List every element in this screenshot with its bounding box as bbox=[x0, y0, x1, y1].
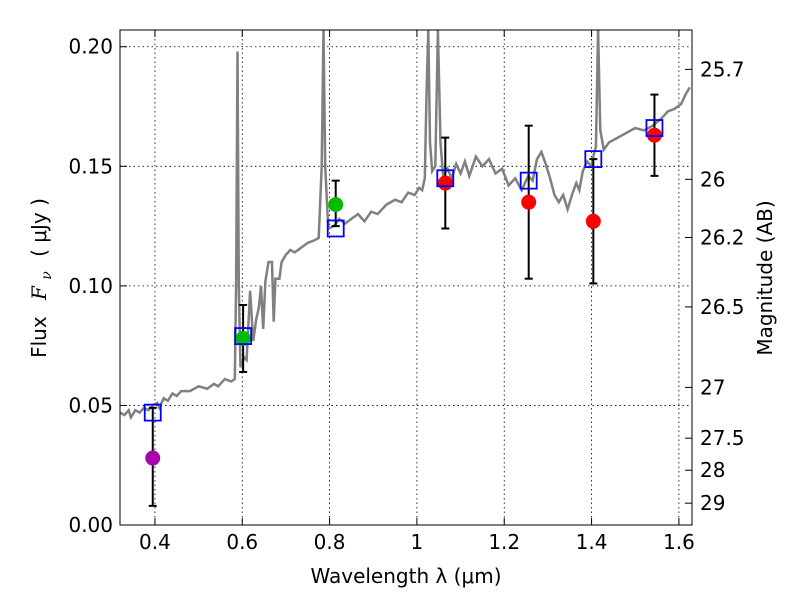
observed-point bbox=[585, 213, 601, 229]
model-square bbox=[234, 327, 253, 345]
observed-point bbox=[437, 175, 453, 191]
mag-tick-label: 26 bbox=[700, 167, 725, 191]
grid-lines bbox=[120, 30, 692, 526]
x-tick-label: 0.6 bbox=[226, 530, 258, 554]
model-square bbox=[143, 403, 162, 422]
observed-point bbox=[521, 194, 537, 210]
mag-tick-label: 26.5 bbox=[700, 295, 745, 319]
x-tick-label: 1.2 bbox=[488, 530, 520, 554]
mag-tick-label: 27 bbox=[700, 375, 725, 399]
y-axis-label-subscript: ν bbox=[39, 271, 55, 280]
model-square bbox=[326, 219, 345, 238]
mag-tick-label: 28 bbox=[700, 458, 725, 482]
model-square bbox=[584, 150, 603, 169]
plot-frame bbox=[119, 29, 693, 526]
mag-tick-label: 25.7 bbox=[700, 57, 745, 81]
model-square bbox=[519, 171, 538, 190]
mag-tick-label: 27.5 bbox=[700, 426, 745, 450]
y-tick-label: 0.15 bbox=[68, 154, 113, 178]
sed-model-line bbox=[120, 30, 691, 421]
x-axis-label: Wavelength λ (μm) bbox=[310, 564, 501, 588]
observed-point bbox=[145, 450, 161, 466]
x-tick-label: 0.4 bbox=[139, 530, 171, 554]
magnitude-tick-labels: 25.7 26 26.2 26.5 27 27.5 28 29 bbox=[700, 57, 745, 515]
y-tick-label: 0.10 bbox=[68, 274, 113, 298]
observed-point bbox=[235, 330, 251, 346]
axis-ticks bbox=[120, 30, 692, 526]
x-tick-label: 1.4 bbox=[576, 530, 608, 554]
observed-point bbox=[328, 197, 344, 213]
mag-tick-label: 26.2 bbox=[700, 226, 745, 250]
y2-axis-label: Magnitude (AB) bbox=[753, 200, 777, 355]
x-tick-label: 1.6 bbox=[663, 530, 695, 554]
y-axis-label-symbol: F bbox=[27, 285, 51, 301]
model-square bbox=[645, 119, 664, 137]
x-tick-label: 0.8 bbox=[314, 530, 346, 554]
y-axis-label-prefix: Flux bbox=[27, 316, 51, 358]
x-tick-label: 1 bbox=[411, 530, 424, 554]
mag-tick-label: 29 bbox=[700, 491, 725, 515]
x-tick-labels: 0.4 0.6 0.8 1 1.2 1.4 1.6 bbox=[139, 530, 695, 554]
model-square bbox=[436, 169, 455, 188]
y-axis-label-units: ( μJy ) bbox=[27, 198, 51, 257]
error-bars bbox=[148, 93, 659, 507]
y-tick-label: 0.00 bbox=[68, 513, 113, 537]
y-tick-label: 0.05 bbox=[68, 393, 113, 417]
model-squares bbox=[143, 119, 664, 422]
observed-points bbox=[145, 127, 662, 466]
y-tick-label: 0.20 bbox=[68, 35, 113, 59]
y-axis-label: Flux F ν ( μJy ) bbox=[27, 198, 56, 358]
y-tick-labels: 0.00 0.05 0.10 0.15 0.20 bbox=[68, 35, 113, 537]
